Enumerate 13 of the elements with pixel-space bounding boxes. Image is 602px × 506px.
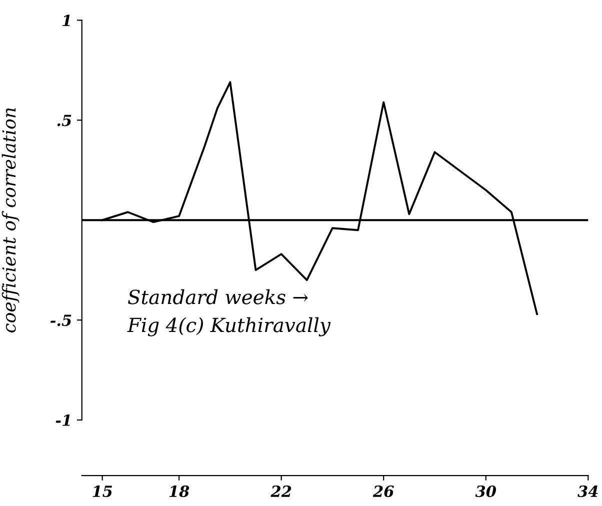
y-tick-label: -.5 bbox=[50, 314, 72, 326]
y-tick-label: 1 bbox=[62, 14, 70, 26]
annotation: Standard weeks → bbox=[128, 289, 308, 304]
x-tick-label: 30 bbox=[475, 486, 496, 498]
x-tick-label: 26 bbox=[372, 486, 394, 498]
x-tick-label: 22 bbox=[270, 486, 292, 497]
annotation: Fig 4(c) Kuthiravally bbox=[127, 317, 331, 336]
y-tick-label: .5 bbox=[57, 114, 72, 126]
x-tick-label: 34 bbox=[578, 486, 598, 498]
x-tick-label: 18 bbox=[169, 486, 190, 498]
y-tick-label: -1 bbox=[56, 414, 70, 426]
x-tick-label: 15 bbox=[92, 486, 112, 498]
y-axis-title: coefficient of correlation bbox=[2, 108, 20, 332]
